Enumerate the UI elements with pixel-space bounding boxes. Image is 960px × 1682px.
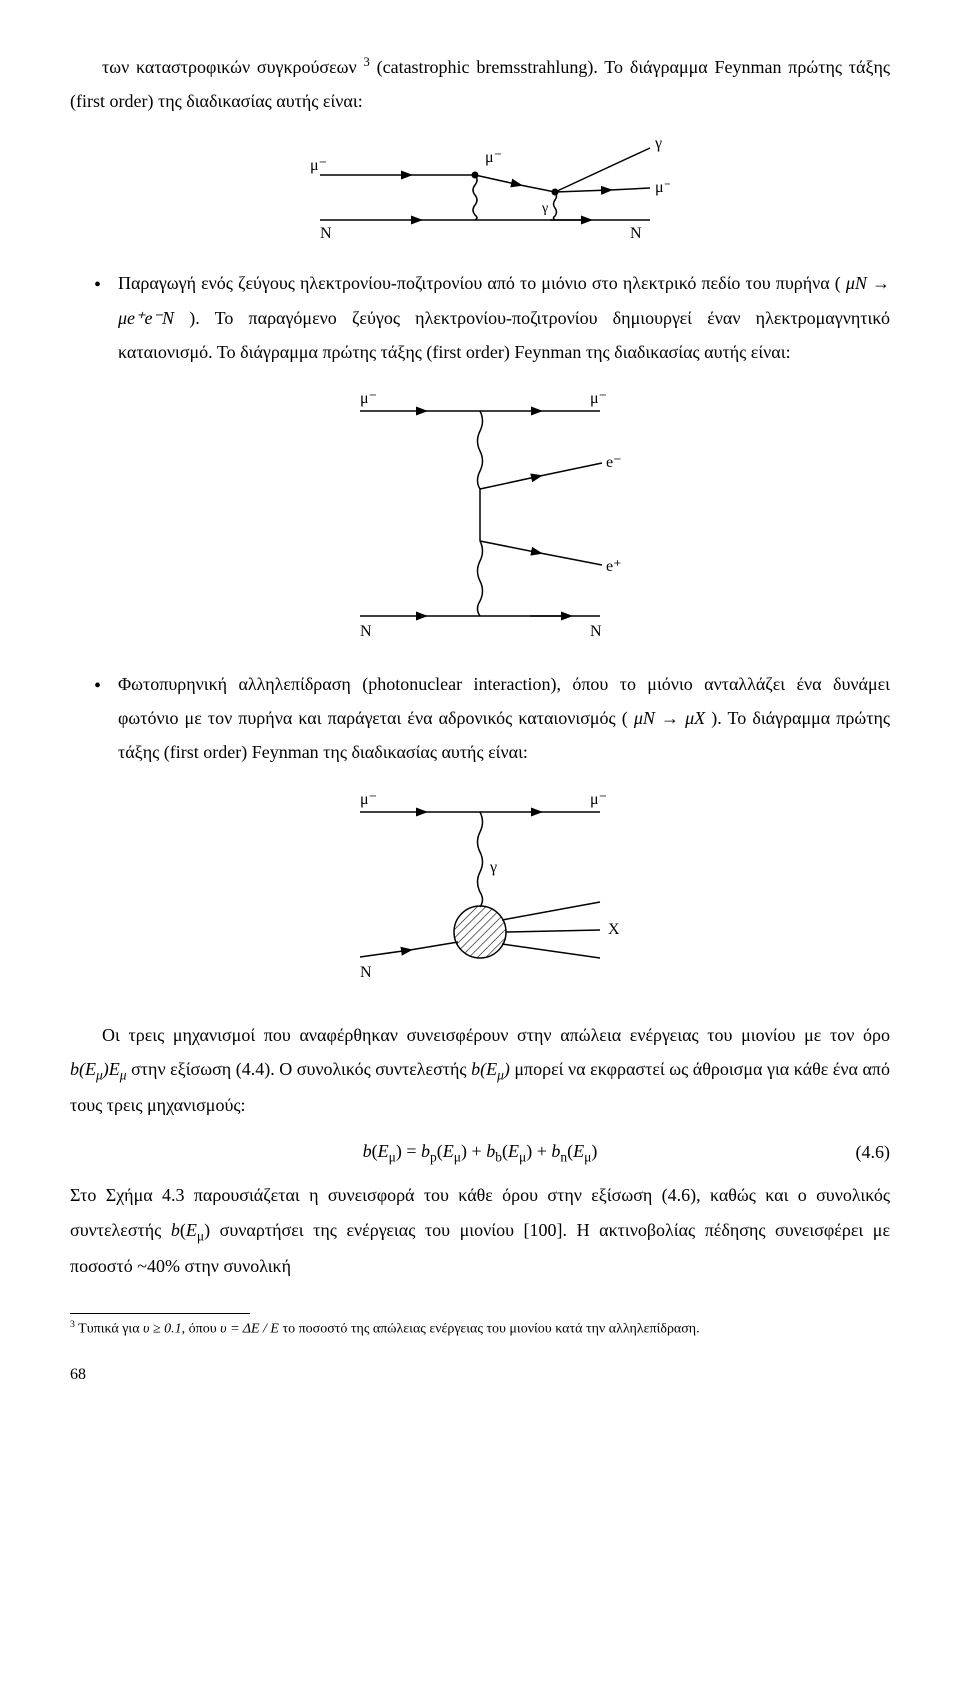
footnote-3: 3 Τυπικά για υ ≥ 0.1, όπου υ = ΔΕ / Ε το… [70,1318,890,1340]
d2-N-left: N [360,623,372,640]
feynman-diagram-1: μ⁻ μ⁻ μ⁻ γ γ N N [290,130,670,250]
fn-text-a: Τυπικά για [75,1322,143,1337]
p2-formula1: b(Eμ)Eμ [70,1059,127,1079]
p2-text-b: στην εξίσωση (4.4). Ο συνολικός συντελεσ… [127,1059,472,1079]
d2-mu-right: μ⁻ [590,390,607,407]
p3-formula1: b(Eμ) [171,1220,210,1240]
page-number: 68 [70,1360,890,1390]
equation-4-6: b(Eμ) = bp(Eμ) + bb(Eμ) + bn(Eμ) (4.6) [70,1134,890,1170]
d1-mu-right: μ⁻ [655,179,670,196]
paragraph-figure-ref: Στο Σχήμα 4.3 παρουσιάζεται η συνεισφορά… [70,1178,890,1283]
equation-body: b(Eμ) = bp(Eμ) + bb(Eμ) + bn(Eμ) [363,1134,598,1170]
d1-N-right: N [630,225,642,242]
bullet-pair-production: Παραγωγή ενός ζεύγους ηλεκτρονίου-ποζιτρ… [118,266,890,369]
p2-text-a: Οι τρεις μηχανισμοί που αναφέρθηκαν συνε… [102,1025,890,1045]
feynman-diagram-3: μ⁻ μ⁻ γ N X [330,782,630,1002]
bullet1-text-a: Παραγωγή ενός ζεύγους ηλεκτρονίου-ποζιτρ… [118,273,846,293]
d2-e-plus: e⁺ [606,558,622,575]
d3-mu-left: μ⁻ [360,791,377,808]
d2-N-right: N [590,623,602,640]
d3-mu-right: μ⁻ [590,791,607,808]
p2-formula2: b(Eμ) [471,1059,510,1079]
d1-gamma2: γ [541,201,548,216]
bullet-photonuclear: Φωτοπυρηνική αλληλεπίδραση (photonuclear… [118,667,890,770]
intro-text-a: των καταστροφικών συγκρούσεων [102,57,357,77]
intro-paragraph: των καταστροφικών συγκρούσεων 3 (catastr… [70,50,890,118]
footnote-separator [70,1313,250,1314]
bullet2-formula: μΝ → μΧ [634,708,705,728]
fn-formula1: υ ≥ 0.1 [143,1322,182,1337]
d1-gamma1: γ [654,135,662,152]
d1-mu-mid: μ⁻ [485,149,502,166]
d3-X: X [608,921,620,938]
d1-N-left: N [320,225,332,242]
d1-mu-left: μ⁻ [310,157,327,174]
fn-text-b: , όπου [182,1322,221,1337]
bullet1-text-b: ). Το παραγόμενο ζεύγος ηλεκτρονίου-ποζι… [118,308,890,362]
feynman-diagram-2: μ⁻ μ⁻ e⁻ e⁺ N N [330,381,630,651]
footnote-ref: 3 [363,55,369,69]
fn-formula2: υ = ΔΕ / Ε [220,1322,279,1337]
fn-text-c: το ποσοστό της απώλειας ενέργειας του μι… [279,1322,700,1337]
paragraph-mechanisms: Οι τρεις μηχανισμοί που αναφέρθηκαν συνε… [70,1018,890,1123]
d3-N: N [360,964,372,981]
d3-gamma: γ [489,859,497,876]
d2-mu-left: μ⁻ [360,390,377,407]
equation-number: (4.6) [856,1135,891,1169]
d2-e-minus: e⁻ [606,454,622,471]
